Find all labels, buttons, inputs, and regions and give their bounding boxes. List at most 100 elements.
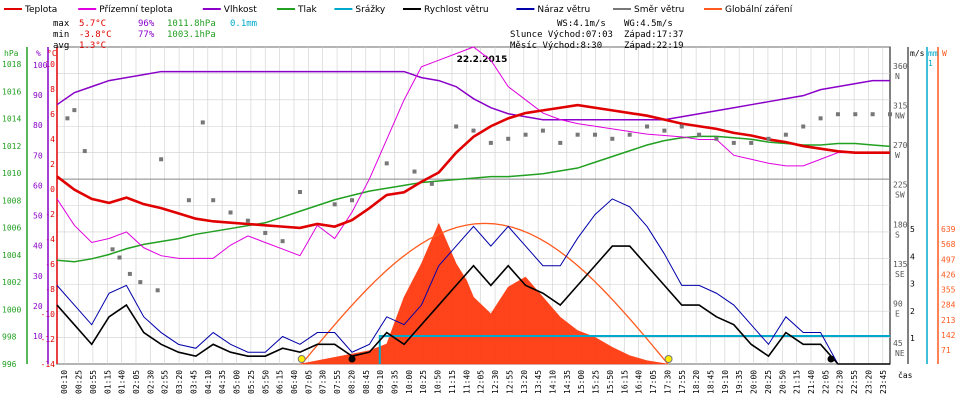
wind-direction-point [117, 255, 122, 260]
x-tick-label: 00:55 [89, 370, 98, 394]
wind-direction-point [575, 132, 580, 137]
wind-axis-label: m/s [910, 49, 925, 58]
x-tick-label: 09:35 [391, 370, 400, 394]
humidity-tick: 10 [33, 332, 43, 341]
humidity-axis-label: % [36, 49, 41, 58]
wind-gust-line [56, 198, 890, 365]
x-tick-label: 20:25 [764, 370, 773, 394]
x-tick-label: 16:15 [620, 370, 629, 394]
direction-tick-name: NW [895, 112, 905, 121]
humidity-tick: 90 [33, 91, 43, 100]
direction-tick-name: SE [895, 270, 905, 279]
stats-rain: 0.1mm [230, 19, 257, 29]
x-tick-label: 04:10 [204, 370, 213, 394]
stats-pressure: 1011.8hPa [167, 19, 216, 29]
x-tick-label: 15:00 [577, 370, 586, 394]
wind-direction-point [506, 136, 511, 141]
x-tick-label: 10:50 [434, 370, 443, 394]
direction-tick-value: 225 [893, 181, 908, 190]
direction-tick-name: SW [895, 191, 905, 200]
wind-direction-point [783, 132, 788, 137]
x-tick-label: 02:55 [161, 370, 170, 394]
temperature-tick: 0 [50, 185, 55, 194]
info-ws: WS:4.1m/s [557, 19, 606, 29]
x-tick-label: 13:20 [520, 370, 529, 394]
x-tick-label: 20:50 [778, 370, 787, 394]
wind-speed-line [56, 245, 890, 365]
radiation-tick: 71 [941, 346, 951, 355]
x-tick-label: 22:30 [836, 370, 845, 394]
x-tick-label: 14:10 [548, 370, 557, 394]
humidity-tick: 100 [33, 61, 48, 70]
legend-label: Teplota [24, 5, 57, 15]
x-tick-label: 02:05 [132, 370, 141, 394]
stats-humidity: 96% [138, 19, 155, 29]
wind-direction-point [662, 128, 667, 133]
temperature-tick: 4 [50, 135, 55, 144]
wind-direction-point [82, 149, 87, 154]
wind-direction-point [610, 136, 615, 141]
temperature-tick: -4 [45, 235, 55, 244]
radiation-tick: 355 [941, 286, 956, 295]
x-tick-label: 03:20 [175, 370, 184, 394]
wind-direction-point [211, 198, 216, 203]
radiation-tick: 142 [941, 331, 956, 340]
legend-label: Náraz větru [537, 5, 590, 15]
humidity-tick: 70 [33, 151, 43, 160]
info-moonset: Západ:22:19 [624, 41, 684, 51]
x-tick-label: 12:30 [491, 370, 500, 394]
radiation-tick: 639 [941, 225, 956, 234]
wind-direction-point [350, 198, 355, 203]
direction-tick-name: E [895, 309, 900, 318]
pressure-tick: 1018 [2, 60, 21, 69]
wind-direction-point [853, 112, 858, 117]
wind-direction-point [766, 136, 771, 141]
x-tick-label: 17:05 [649, 370, 658, 394]
x-tick-label: 16:40 [635, 370, 644, 394]
x-tick-label: 17:55 [678, 370, 687, 394]
x-tick-label: 18:45 [706, 370, 715, 394]
ground-temperature-line [56, 46, 890, 259]
pressure-tick: 1002 [2, 278, 21, 287]
wind-direction-point [523, 132, 528, 137]
temperature-tick: -2 [45, 210, 55, 219]
wind-direction-point [384, 161, 389, 166]
humidity-tick: 40 [33, 242, 43, 251]
x-tick-label: 04:35 [218, 370, 227, 394]
wind-direction-point [679, 124, 684, 129]
rain-line [378, 335, 890, 364]
x-tick-label: 22:55 [850, 370, 859, 394]
stats-label: max [53, 19, 70, 29]
info-wg: WG:4.5m/s [624, 19, 673, 29]
wind-direction-point [263, 230, 268, 235]
wind-direction-point [228, 210, 233, 215]
wind-direction-point [200, 120, 205, 125]
wind-direction-point [332, 202, 337, 207]
legend-label: Srážky [355, 5, 386, 15]
x-tick-label: 10:00 [405, 370, 414, 394]
info-moon: Měsíc Východ:8:30 [510, 41, 602, 51]
wind-tick: 2 [910, 307, 915, 316]
pressure-axis-label: hPa [4, 49, 19, 58]
x-tick-label: 05:50 [261, 370, 270, 394]
radiation-tick: 568 [941, 240, 956, 249]
wind-direction-point [592, 132, 597, 137]
wind-direction-point [697, 132, 702, 137]
humidity-line [56, 70, 890, 121]
wind-direction-point [835, 112, 840, 117]
stats-temp: 1.3°C [79, 41, 106, 51]
x-tick-label: 19:35 [735, 370, 744, 394]
rain-tick: 1 [928, 59, 933, 68]
pressure-tick: 1008 [2, 196, 21, 205]
wind-direction-point [540, 128, 545, 133]
stats-temp: -3.8°C [79, 30, 112, 40]
wind-direction-point [714, 136, 719, 141]
pressure-tick: 996 [2, 360, 17, 369]
x-tick-label: 11:40 [462, 370, 471, 394]
x-tick-label: 06:40 [290, 370, 299, 394]
x-axis-label: čas [898, 370, 913, 380]
temperature-axis-label: °C [47, 49, 57, 58]
direction-tick-name: N [895, 72, 900, 81]
wind-direction-point [138, 280, 143, 285]
